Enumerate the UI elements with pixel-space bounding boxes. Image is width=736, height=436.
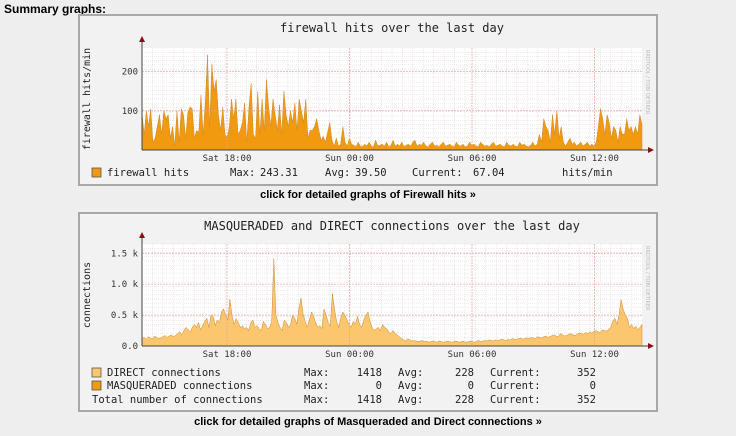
legend-current-label: Current: bbox=[490, 394, 541, 406]
x-axis-arrow bbox=[648, 343, 654, 349]
y-tick-label: 200 bbox=[122, 68, 138, 78]
y-axis-label: connections bbox=[82, 262, 93, 328]
y-tick-label: 1.0 k bbox=[111, 280, 139, 290]
legend-row-label: Total number of connections bbox=[92, 394, 263, 406]
legend-current-value: 67.04 bbox=[473, 167, 505, 179]
legend-avg-label: Avg: bbox=[398, 394, 423, 406]
connections-graph[interactable]: MASQUERADED and DIRECT connections over … bbox=[78, 212, 658, 412]
y-tick-label: 0.0 bbox=[122, 342, 138, 352]
y-tick-label: 100 bbox=[122, 107, 138, 117]
legend-avg-value: 0 bbox=[468, 380, 474, 392]
legend-avg-label: Avg: bbox=[325, 167, 350, 179]
legend-current-value: 352 bbox=[577, 394, 596, 406]
legend-current-value: 0 bbox=[590, 380, 596, 392]
legend-max-value: 243.31 bbox=[260, 167, 298, 179]
legend-swatch-1 bbox=[91, 380, 102, 391]
firewall-hits-graph[interactable]: firewall hits over the last day firewall … bbox=[78, 14, 658, 186]
y-axis-arrow bbox=[139, 36, 145, 42]
legend-avg-label: Avg: bbox=[398, 367, 423, 379]
x-tick-label: Sun 06:00 bbox=[448, 350, 497, 360]
legend-max-value: 1418 bbox=[357, 367, 382, 379]
series-area-0 bbox=[141, 258, 643, 347]
y-tick-label: 1.5 k bbox=[111, 249, 139, 259]
legend-current-label: Current: bbox=[412, 167, 463, 179]
firewall-hits-link[interactable]: click for detailed graphs of Firewall hi… bbox=[260, 189, 476, 201]
legend-row-label: MASQUERADED connections bbox=[107, 380, 252, 392]
x-tick-label: Sun 00:00 bbox=[325, 154, 374, 164]
legend-current-label: Current: bbox=[490, 380, 541, 392]
legend-avg-value: 228 bbox=[455, 394, 474, 406]
legend-row-label: DIRECT connections bbox=[107, 367, 221, 379]
x-tick-label: Sat 18:00 bbox=[203, 154, 252, 164]
legend-avg-value: 39.50 bbox=[355, 167, 387, 179]
legend-unit: hits/min bbox=[562, 167, 613, 179]
x-axis-arrow bbox=[648, 147, 654, 153]
x-tick-label: Sun 00:00 bbox=[325, 350, 374, 360]
firewall-hits-chart: firewall hits over the last day firewall … bbox=[82, 21, 654, 179]
x-tick-label: Sun 12:00 bbox=[570, 350, 619, 360]
series-area-0 bbox=[141, 54, 643, 151]
x-tick-label: Sun 06:00 bbox=[448, 154, 497, 164]
legend-avg-label: Avg: bbox=[398, 380, 423, 392]
chart-title: MASQUERADED and DIRECT connections over … bbox=[204, 219, 580, 233]
legend-current-value: 352 bbox=[577, 367, 596, 379]
connections-link[interactable]: click for detailed graphs of Masqueraded… bbox=[194, 416, 542, 428]
y-axis-label: firewall hits/min bbox=[82, 48, 93, 150]
summary-heading: Summary graphs: bbox=[4, 2, 107, 16]
legend-series-label: firewall hits bbox=[107, 167, 189, 179]
legend-current-label: Current: bbox=[490, 367, 541, 379]
legend-max-label: Max: bbox=[230, 167, 255, 179]
legend-max-value: 0 bbox=[376, 380, 382, 392]
legend-max-value: 1418 bbox=[357, 394, 382, 406]
legend-max-label: Max: bbox=[304, 394, 329, 406]
chart-title: firewall hits over the last day bbox=[280, 21, 504, 35]
watermark: RRDTOOL / TOBI OETIKER bbox=[644, 246, 650, 311]
y-axis-arrow bbox=[139, 232, 145, 238]
y-tick-label: 0.5 k bbox=[111, 311, 139, 321]
watermark: RRDTOOL / TOBI OETIKER bbox=[644, 50, 650, 115]
legend-swatch-0 bbox=[91, 367, 102, 378]
x-tick-label: Sat 18:00 bbox=[203, 350, 252, 360]
x-tick-label: Sun 12:00 bbox=[570, 154, 619, 164]
legend-max-label: Max: bbox=[304, 380, 329, 392]
connections-chart: MASQUERADED and DIRECT connections over … bbox=[82, 219, 654, 406]
legend-avg-value: 228 bbox=[455, 367, 474, 379]
legend-swatch-firewall-hits bbox=[91, 167, 102, 178]
legend-max-label: Max: bbox=[304, 367, 329, 379]
